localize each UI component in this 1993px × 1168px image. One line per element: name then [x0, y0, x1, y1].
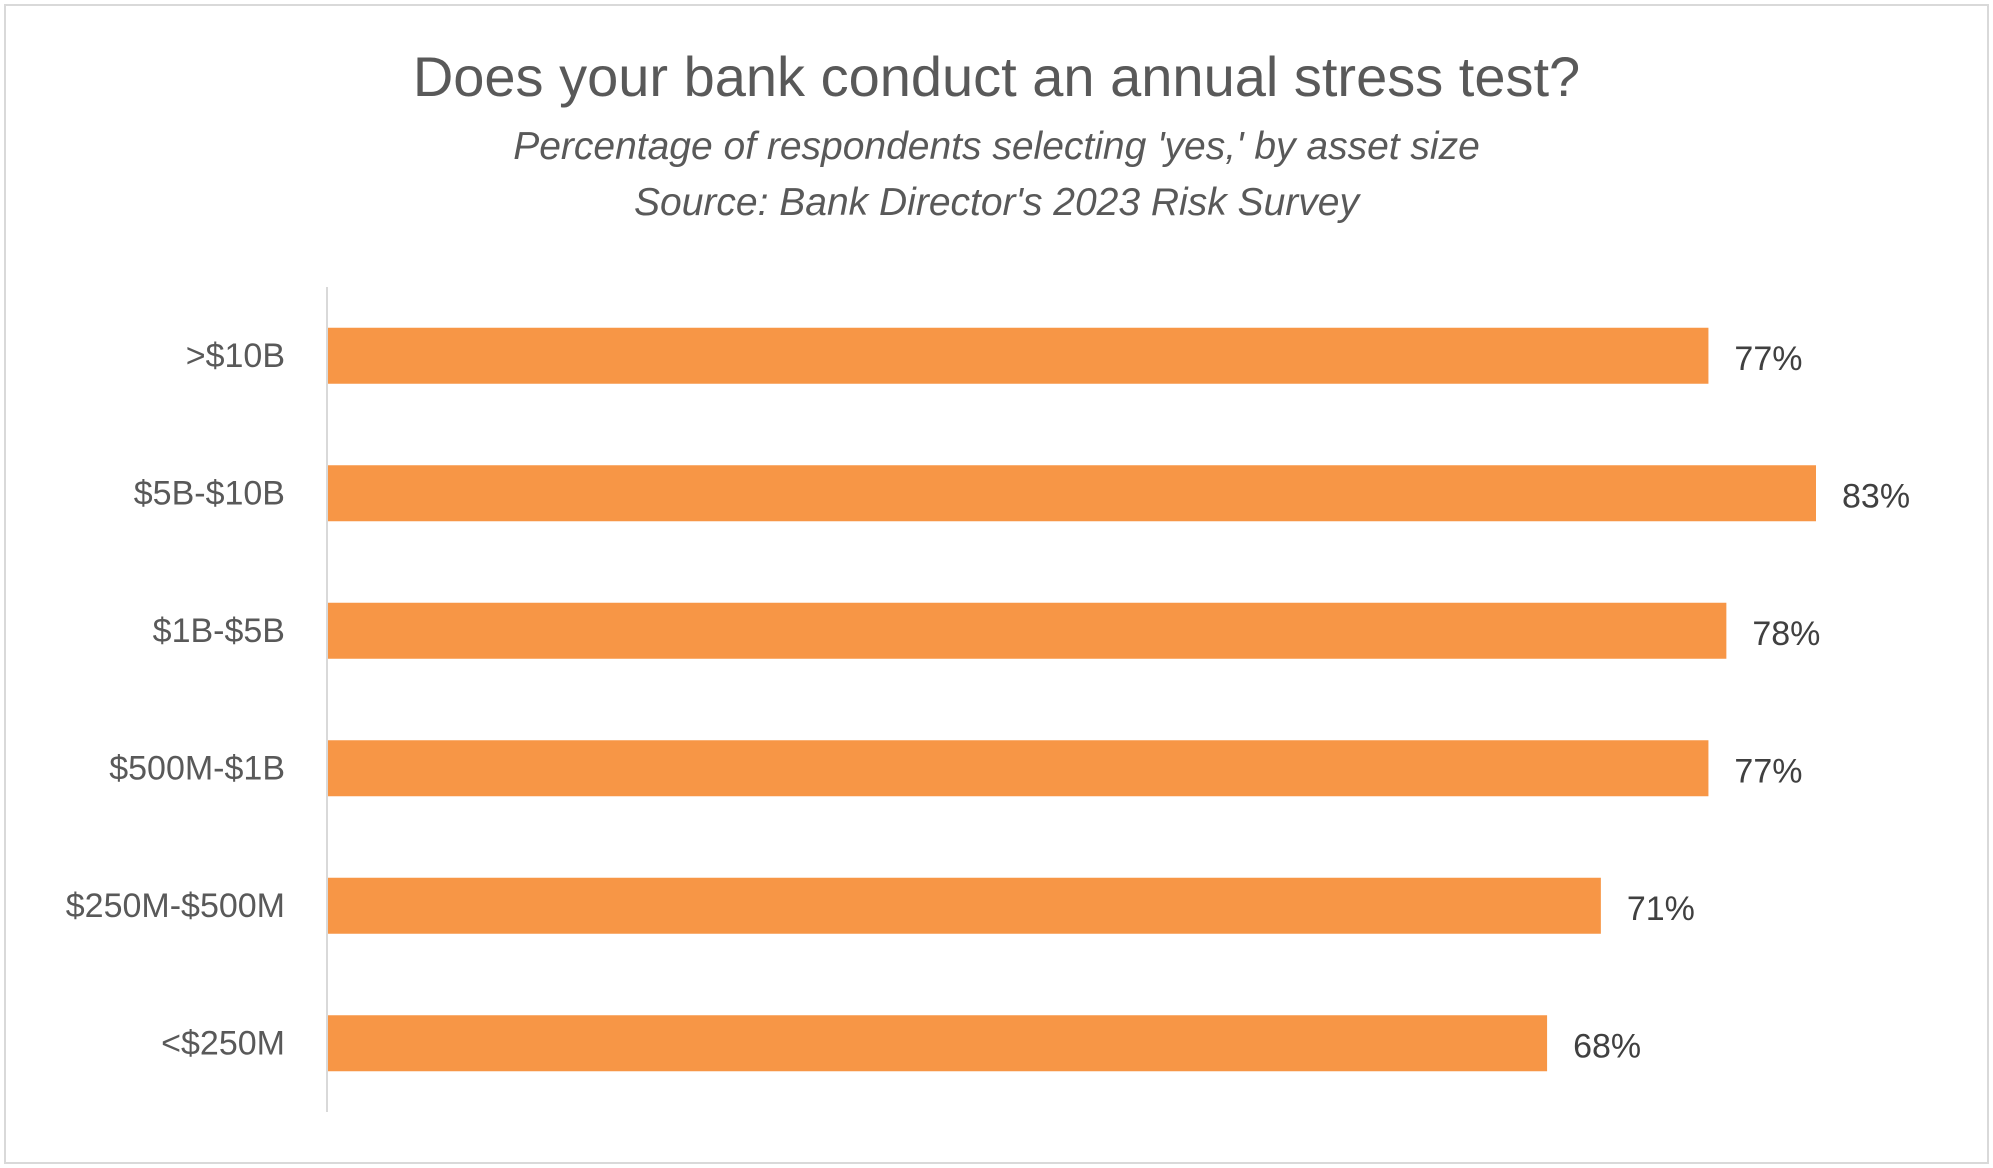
category-label: >$10B	[186, 337, 285, 375]
category-label: $5B-$10B	[134, 474, 285, 512]
bar	[328, 877, 1601, 934]
category-label: $250M-$500M	[66, 887, 285, 925]
chart-title: Does your bank conduct an annual stress …	[412, 45, 1581, 108]
category-label: $1B-$5B	[153, 612, 285, 650]
category-label: $500M-$1B	[109, 749, 285, 787]
data-label: 71%	[1627, 890, 1695, 928]
bar	[328, 740, 1709, 797]
category-label: <$250M	[161, 1024, 285, 1062]
chart-subtitle: Percentage of respondents selecting 'yes…	[513, 125, 1480, 168]
data-label: 68%	[1573, 1027, 1641, 1065]
data-label: 83%	[1842, 477, 1910, 515]
bar	[328, 465, 1816, 522]
chart-frame	[4, 4, 1989, 1164]
chart-source: Source: Bank Director's 2023 Risk Survey	[634, 181, 1359, 224]
data-label: 78%	[1752, 615, 1820, 653]
bar	[328, 602, 1727, 659]
bar	[328, 327, 1709, 384]
bar	[328, 1015, 1548, 1072]
data-label: 77%	[1734, 752, 1802, 790]
data-label: 77%	[1734, 340, 1802, 378]
